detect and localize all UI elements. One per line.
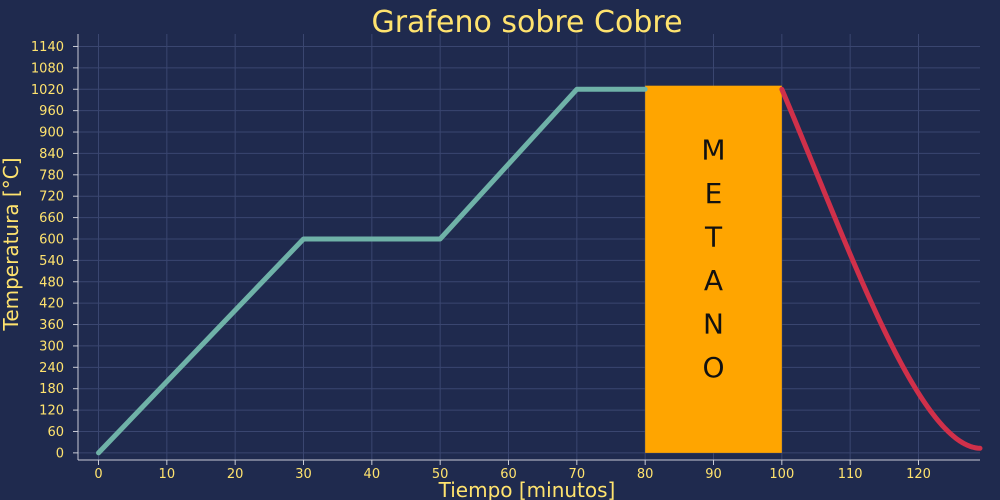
x-axis-label: Tiempo [minutos] — [438, 478, 616, 500]
y-tick-label: 1080 — [31, 61, 64, 76]
band-label-letter: O — [702, 351, 724, 384]
x-tick-label: 50 — [432, 467, 449, 482]
y-tick-label: 420 — [39, 297, 64, 312]
metano-band — [645, 85, 782, 453]
x-tick-label: 20 — [227, 467, 244, 482]
x-tick-label: 100 — [769, 467, 794, 482]
y-tick-label: 660 — [39, 211, 64, 226]
x-tick-label: 30 — [295, 467, 312, 482]
y-tick-label: 180 — [39, 382, 64, 397]
cooling-series-line — [779, 86, 983, 451]
x-tick-label: 80 — [637, 467, 654, 482]
y-tick-label: 480 — [39, 275, 64, 290]
y-tick-label: 240 — [39, 361, 64, 376]
y-tick-label: 600 — [39, 232, 64, 247]
y-tick-label: 1020 — [31, 83, 64, 98]
y-tick-label: 60 — [47, 425, 64, 440]
y-tick-label: 1140 — [31, 40, 64, 55]
x-tick-label: 110 — [838, 467, 863, 482]
y-tick-label: 300 — [39, 339, 64, 354]
y-tick-label: 900 — [39, 126, 64, 141]
x-tick-label: 120 — [906, 467, 931, 482]
y-tick-label: 720 — [39, 190, 64, 205]
y-tick-label: 120 — [39, 404, 64, 419]
band-label-letter: E — [705, 177, 723, 210]
band-label-letter: A — [704, 264, 723, 297]
x-tick-label: 60 — [500, 467, 517, 482]
x-tick-label: 40 — [364, 467, 381, 482]
band-label-letter: T — [704, 221, 723, 254]
x-tick-label: 70 — [569, 467, 586, 482]
y-tick-label: 360 — [39, 318, 64, 333]
y-tick-label: 840 — [39, 147, 64, 162]
x-tick-label: 10 — [159, 467, 176, 482]
heating-series-line — [96, 86, 648, 456]
y-axis-label: Temperatura [°C] — [0, 157, 23, 331]
x-tick-label: 90 — [705, 467, 722, 482]
chart-title: Grafeno sobre Cobre — [371, 5, 682, 40]
band-label-letter: N — [703, 308, 724, 341]
band-label-letter: M — [701, 134, 725, 167]
y-tick-label: 540 — [39, 254, 64, 269]
series-layer — [96, 86, 983, 456]
axes: 0 10 20 30 40 50 60 70 80 90 100 110 120060120180240… — [31, 34, 980, 482]
y-tick-label: 960 — [39, 104, 64, 119]
y-tick-label: 780 — [39, 168, 64, 183]
y-tick-label: 0 — [56, 446, 64, 461]
x-tick-label: 0 — [94, 467, 102, 482]
